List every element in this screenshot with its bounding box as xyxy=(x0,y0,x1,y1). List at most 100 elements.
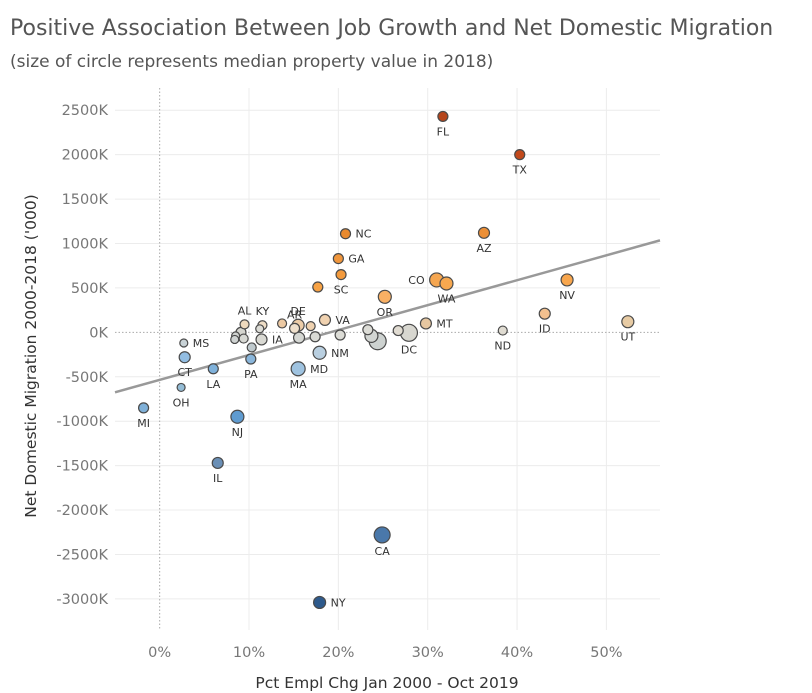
point-mi xyxy=(137,402,150,414)
data-label-id: ID xyxy=(539,323,551,336)
axis-ticks: 2500K 2000K 1500K 1000K 500K 0K -500K -1000K -15… xyxy=(56,103,622,661)
data-label-va: VA xyxy=(335,314,350,327)
point-unlabeled xyxy=(309,331,321,343)
y-tick-label: -1500K xyxy=(56,459,108,475)
y-tick-label: -2000K xyxy=(56,503,108,519)
data-label-nv: NV xyxy=(559,289,575,302)
y-tick-label: -500K xyxy=(66,370,109,386)
point-nd xyxy=(497,325,508,336)
data-label-ca: CA xyxy=(375,545,391,558)
point-unlabeled xyxy=(312,281,324,293)
data-label-ar: AR xyxy=(287,308,303,321)
point-ms xyxy=(179,338,189,348)
point-nv xyxy=(560,273,574,287)
point-ga xyxy=(332,252,344,265)
point-ut xyxy=(621,315,635,329)
point-az xyxy=(477,226,491,239)
zero-reference-lines xyxy=(115,88,660,630)
data-label-ia: IA xyxy=(272,333,283,346)
data-label-la: LA xyxy=(206,378,220,391)
data-label-mi: MI xyxy=(137,417,150,430)
point-unlabeled xyxy=(292,331,306,344)
data-label-co: CO xyxy=(408,274,425,287)
data-label-or: OR xyxy=(377,306,394,319)
x-tick-label: 20% xyxy=(322,645,354,661)
point-unlabeled xyxy=(392,324,404,337)
x-tick-label: 0% xyxy=(148,645,171,661)
x-axis-label: Pct Empl Chg Jan 2000 - Oct 2019 xyxy=(255,674,518,692)
point-il xyxy=(211,456,224,470)
point-tx xyxy=(514,149,526,161)
point-unlabeled xyxy=(246,342,257,353)
point-id xyxy=(538,307,551,320)
point-ia xyxy=(255,333,268,346)
data-label-al: AL xyxy=(238,304,253,317)
point-nm xyxy=(312,345,327,360)
data-label-il: IL xyxy=(213,472,223,485)
data-label-ky: KY xyxy=(256,305,270,318)
point-ct xyxy=(178,351,191,364)
point-unlabeled xyxy=(305,321,316,332)
point-fl xyxy=(437,110,449,123)
y-tick-label: -2500K xyxy=(56,547,108,563)
data-label-az: AZ xyxy=(476,242,492,255)
point-or xyxy=(377,289,392,304)
data-label-ms: MS xyxy=(193,337,209,350)
point-la xyxy=(207,363,219,375)
data-label-mt: MT xyxy=(436,317,452,330)
data-label-ct: CT xyxy=(177,366,192,379)
point-wa xyxy=(439,276,454,291)
data-label-de: DE xyxy=(290,305,305,318)
point-unlabeled xyxy=(334,329,346,341)
data-label-oh: OH xyxy=(173,396,190,409)
data-label-nj: NJ xyxy=(232,426,243,439)
data-label-nd: ND xyxy=(494,340,511,353)
point-md xyxy=(290,361,306,377)
grid-lines xyxy=(115,88,660,630)
data-label-dc: DC xyxy=(401,343,417,356)
y-axis-label: Net Domestic Migration 2000-2018 ('000) xyxy=(22,194,40,517)
point-sc xyxy=(335,268,347,281)
point-unlabeled xyxy=(238,333,249,344)
point-pa xyxy=(245,353,257,365)
chart-title: Positive Association Between Job Growth … xyxy=(10,16,774,41)
point-unlabeled xyxy=(230,334,240,345)
y-tick-label: 2500K xyxy=(62,103,109,119)
data-label-tx: TX xyxy=(512,164,528,177)
y-tick-label: -3000K xyxy=(56,592,108,608)
point-va xyxy=(318,313,332,327)
y-tick-label: 500K xyxy=(71,281,109,297)
point-unlabeled xyxy=(255,324,265,334)
point-mt xyxy=(419,317,433,330)
point-ny xyxy=(312,595,327,610)
x-tick-label: 40% xyxy=(501,645,533,661)
data-label-ma: MA xyxy=(290,378,307,391)
x-tick-label: 10% xyxy=(233,645,265,661)
trend-line-group xyxy=(114,239,661,394)
point-unlabeled xyxy=(362,324,374,336)
y-tick-label: 0K xyxy=(89,325,108,341)
x-tick-label: 30% xyxy=(412,645,444,661)
y-tick-label: 1500K xyxy=(62,192,109,208)
data-label-sc: SC xyxy=(334,284,349,297)
point-nc xyxy=(339,228,352,240)
data-label-nc: NC xyxy=(356,228,372,241)
data-points xyxy=(137,110,635,610)
data-label-ut: UT xyxy=(620,331,635,344)
y-tick-label: -1000K xyxy=(56,414,108,430)
point-ca xyxy=(373,526,391,544)
data-label-ny: NY xyxy=(331,596,346,609)
data-label-nm: NM xyxy=(331,347,349,360)
data-label-ga: GA xyxy=(348,253,365,266)
data-label-pa: PA xyxy=(244,368,258,381)
point-unlabeled xyxy=(276,318,288,329)
data-label-md: MD xyxy=(310,363,328,376)
data-label-fl: FL xyxy=(437,125,450,138)
data-label-wa: WA xyxy=(438,292,456,305)
y-tick-label: 1000K xyxy=(62,236,109,252)
point-ar xyxy=(288,322,301,334)
point-nj xyxy=(230,409,245,424)
y-tick-label: 2000K xyxy=(62,148,109,164)
